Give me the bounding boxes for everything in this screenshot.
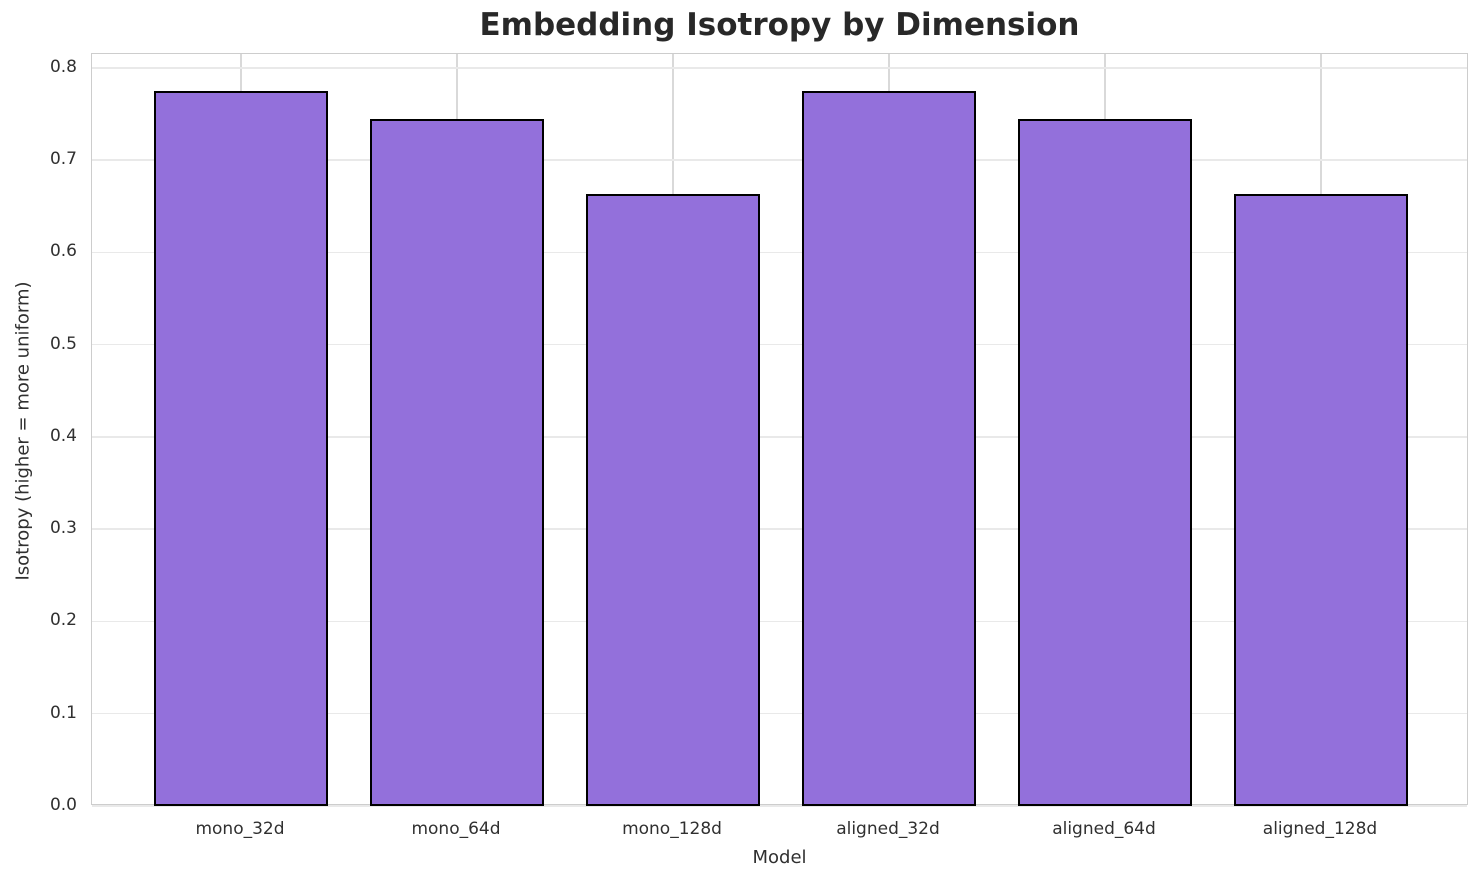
bar-aligned_32d [802,90,976,806]
h-gridline-0.5 [92,343,1467,346]
plot-area [91,53,1468,807]
y-tick-label-0.1: 0.1 [49,702,77,723]
h-gridline-0.0 [92,805,1467,807]
chart-title: Embedding Isotropy by Dimension [479,7,1080,43]
y-tick-label-0.7: 0.7 [49,149,77,170]
x-axis-label: Model [752,847,807,868]
x-tick-label-aligned_64d: aligned_64d [1052,819,1156,839]
y-tick-label-0.6: 0.6 [49,241,77,262]
y-tick-label-0.2: 0.2 [49,610,77,631]
x-tick-label-aligned_32d: aligned_32d [836,819,940,839]
h-gridline-0.4 [92,436,1467,438]
x-tick-label-aligned_128d: aligned_128d [1262,819,1378,839]
y-tick-label-0.0: 0.0 [49,795,77,815]
x-tick-label-mono_32d: mono_32d [195,819,285,839]
x-tick-label-mono_128d: mono_128d [622,819,722,839]
bar-mono_128d [586,194,760,806]
y-tick-label-0.4: 0.4 [49,425,77,446]
x-tick-label-mono_64d: mono_64d [411,819,501,839]
h-gridline-0.8 [92,67,1467,69]
h-gridline-0.1 [92,712,1467,715]
y-tick-label-0.3: 0.3 [49,518,77,539]
bar-aligned_128d [1234,194,1408,806]
h-gridline-0.3 [92,528,1467,530]
h-gridline-0.7 [92,159,1467,161]
h-gridline-0.6 [92,251,1467,254]
y-tick-label-0.5: 0.5 [49,333,77,354]
bar-mono_64d [370,118,544,806]
bar-mono_32d [154,90,328,806]
y-tick-label-0.8: 0.8 [49,56,77,77]
bar-aligned_64d [1018,118,1192,806]
h-gridline-0.2 [92,620,1467,623]
